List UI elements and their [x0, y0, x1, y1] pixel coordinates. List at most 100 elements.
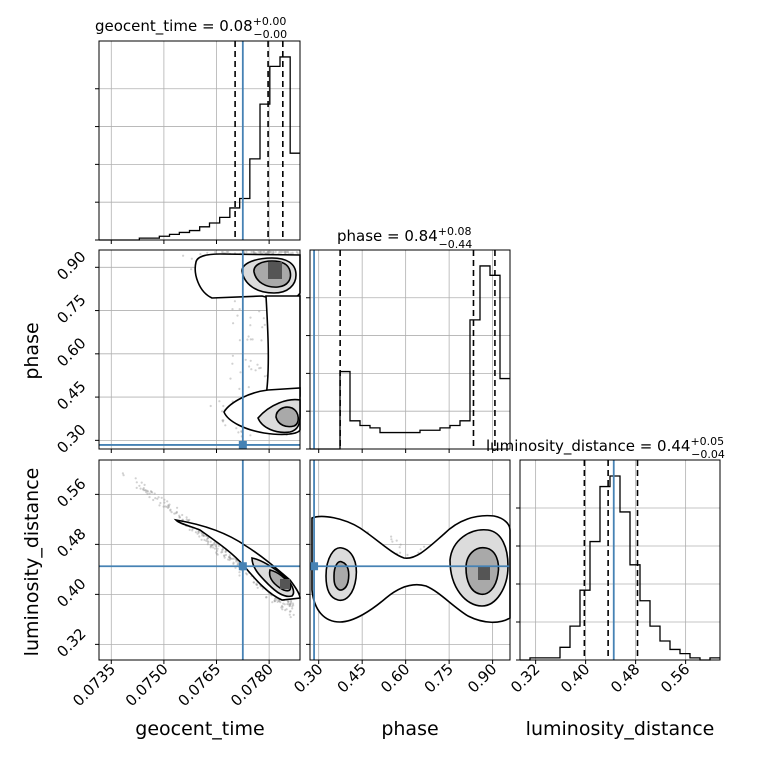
sample-point	[228, 556, 231, 559]
sample-point	[286, 603, 289, 606]
sample-point	[278, 600, 281, 603]
sample-point	[223, 556, 226, 559]
sample-point	[295, 251, 298, 254]
sample-point	[255, 582, 258, 586]
sample-point	[222, 419, 225, 422]
sample-point	[277, 599, 281, 603]
sample-point	[213, 541, 216, 544]
sample-point	[279, 250, 282, 254]
sample-point	[252, 250, 255, 254]
sample-point	[164, 505, 167, 508]
sample-point	[178, 514, 181, 517]
sample-point	[249, 359, 252, 362]
panel-phase-hist: phase = 0.84+0.08 −0.44	[306, 225, 511, 453]
sample-point	[271, 250, 275, 254]
sample-point	[221, 250, 224, 254]
sample-point	[224, 550, 227, 554]
sample-point	[187, 519, 190, 522]
sample-point	[257, 250, 260, 254]
y-tick-label: 0.60	[53, 334, 89, 370]
sample-point	[207, 537, 210, 540]
sample-point	[188, 518, 191, 522]
x-tick-label: 0.45	[334, 660, 370, 696]
sample-point	[212, 542, 216, 545]
sample-point	[181, 518, 184, 521]
sample-point	[291, 251, 294, 254]
sample-point	[238, 574, 241, 577]
sample-point	[423, 545, 426, 548]
y-tick-label: 0.75	[53, 291, 89, 327]
sample-point	[289, 616, 292, 619]
sample-point	[280, 250, 284, 254]
sample-point	[254, 251, 257, 254]
sample-point	[238, 387, 241, 390]
panel-frame	[309, 249, 511, 450]
sample-point	[285, 608, 288, 611]
sample-point	[249, 338, 252, 341]
x-tick-label: 0.0735	[69, 660, 119, 710]
sample-point	[284, 250, 287, 254]
sample-point	[224, 553, 228, 557]
sample-point	[261, 587, 264, 590]
sample-point	[121, 472, 124, 475]
sample-point	[198, 535, 201, 538]
sample-point	[245, 572, 248, 575]
sample-point	[139, 487, 142, 490]
x-tick-label: 0.60	[377, 660, 413, 696]
sample-point	[167, 504, 170, 507]
sample-point	[211, 543, 214, 547]
sample-point	[274, 250, 277, 254]
sample-point	[146, 490, 150, 493]
quantile-lines	[234, 41, 284, 240]
sample-point	[181, 513, 184, 517]
sample-point	[224, 424, 227, 427]
sample-point	[288, 604, 291, 608]
sample-point	[160, 496, 163, 499]
sample-point	[286, 250, 290, 254]
sample-point	[271, 601, 274, 604]
sample-point	[158, 504, 161, 507]
sample-point	[212, 546, 215, 549]
x-tick-label: 0.40	[557, 660, 593, 696]
panel-frame	[98, 249, 301, 450]
sample-point	[201, 534, 204, 537]
x-tick-label: 0.56	[657, 660, 693, 696]
sample-point	[215, 551, 218, 554]
sample-point	[265, 252, 268, 255]
sample-point	[154, 497, 157, 500]
sample-point	[209, 546, 212, 549]
sample-point	[141, 488, 145, 491]
sample-point	[214, 544, 217, 547]
density-contours	[194, 253, 301, 436]
sample-point	[278, 250, 281, 254]
sample-point	[228, 556, 231, 559]
title-phase: phase = 0.84+0.08 −0.44	[337, 225, 472, 251]
sample-point	[279, 601, 282, 604]
x-tick-label: 0.75	[421, 660, 457, 696]
sample-point	[390, 535, 393, 538]
sample-point	[232, 561, 235, 564]
histogram-geocent-time	[99, 56, 300, 241]
sample-point	[399, 543, 402, 546]
sample-point	[291, 605, 294, 608]
sample-point	[289, 252, 292, 255]
sample-point	[235, 427, 238, 430]
sample-point	[275, 598, 278, 602]
sample-point	[263, 250, 266, 254]
sample-point	[283, 250, 286, 254]
sample-point	[266, 250, 269, 254]
x-tick-label: 0.48	[607, 660, 643, 696]
sample-point	[222, 404, 225, 408]
sample-point	[288, 613, 291, 616]
sample-point	[221, 419, 224, 422]
sample-point	[249, 316, 252, 319]
sample-point	[395, 539, 398, 542]
sample-point	[262, 317, 265, 320]
panel-phase-vs-geocent-time: 0.30 0.45 0.60 0.75 0.90	[53, 248, 301, 457]
sample-point	[238, 571, 241, 574]
sample-point	[254, 369, 257, 372]
sample-point	[232, 557, 235, 560]
sample-point	[239, 371, 242, 374]
sample-point	[263, 375, 266, 378]
sample-point	[287, 603, 290, 606]
